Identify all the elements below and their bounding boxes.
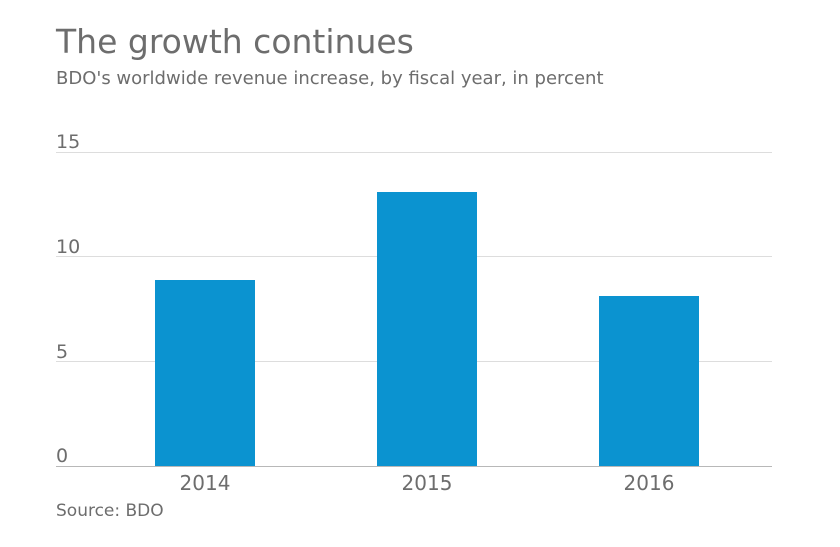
y-axis-tick-label-10: 10 xyxy=(56,236,81,258)
x-axis-tick-label-2014: 2014 xyxy=(179,471,231,495)
x-axis-tick-label-2015: 2015 xyxy=(401,471,453,495)
y-axis-tick-label-15: 15 xyxy=(56,131,81,153)
source-note: Source: BDO xyxy=(56,501,164,521)
chart-subtitle: BDO's worldwide revenue increase, by fis… xyxy=(56,68,604,89)
bar-2016[interactable] xyxy=(599,296,699,466)
bar-2015[interactable] xyxy=(377,191,477,466)
y-axis-tick-label-0: 0 xyxy=(56,445,69,467)
plot-area xyxy=(56,152,772,466)
bar-2014[interactable] xyxy=(155,279,255,466)
x-axis-baseline xyxy=(56,466,772,467)
x-axis-tick-label-2016: 2016 xyxy=(623,471,675,495)
chart-title: The growth continues xyxy=(56,22,414,61)
gridline-15 xyxy=(56,152,772,153)
y-axis-tick-label-5: 5 xyxy=(56,341,69,363)
